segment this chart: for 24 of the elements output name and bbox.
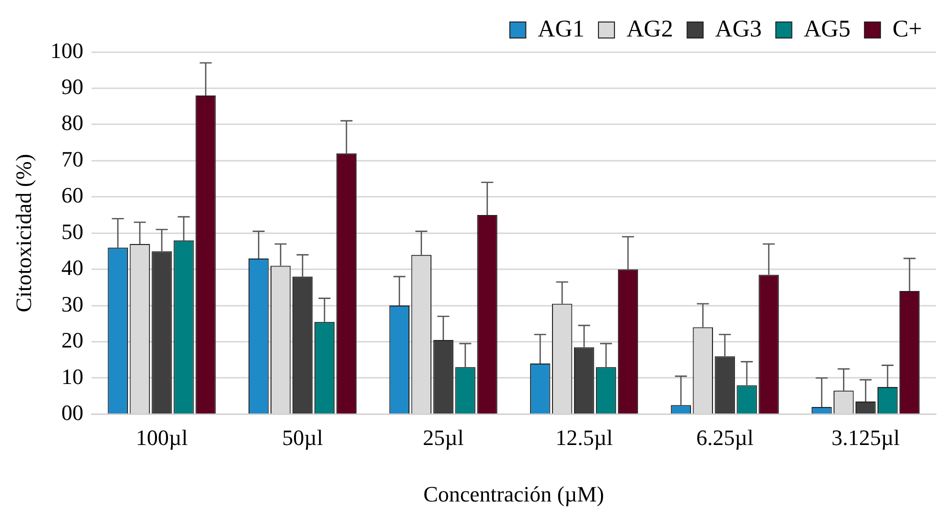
y-tick-label: 20: [61, 328, 84, 353]
x-tick-label: 12.5µl: [555, 425, 613, 450]
x-tick-label: 100µl: [136, 425, 188, 450]
x-axis-title: Concentración (µM): [423, 482, 604, 507]
x-tick-label: 50µl: [282, 425, 323, 450]
legend-label: C+: [892, 16, 922, 42]
y-tick-label: 00: [61, 400, 84, 425]
y-axis-title: Citotoxicidad (%): [10, 154, 36, 312]
x-tick-label: 6.25µl: [696, 425, 754, 450]
legend-label: AG3: [715, 16, 762, 42]
y-tick-label: 60: [61, 182, 84, 208]
x-tick-label: 3.125µl: [831, 425, 900, 450]
legend-label: AG2: [626, 16, 674, 42]
legend-label: AG5: [804, 16, 850, 42]
legend-label: AG1: [538, 16, 584, 42]
y-tick-label: 90: [61, 74, 84, 99]
y-tick-label: 30: [61, 291, 84, 316]
y-tick-label: 100: [50, 38, 84, 63]
y-tick-label: 50: [61, 218, 84, 244]
x-tick-label: 25µl: [422, 425, 464, 450]
y-tick-label: 40: [61, 255, 84, 280]
y-tick-label: 10: [61, 364, 84, 389]
y-tick-label: 70: [61, 146, 84, 172]
y-tick-label: 80: [61, 110, 84, 136]
